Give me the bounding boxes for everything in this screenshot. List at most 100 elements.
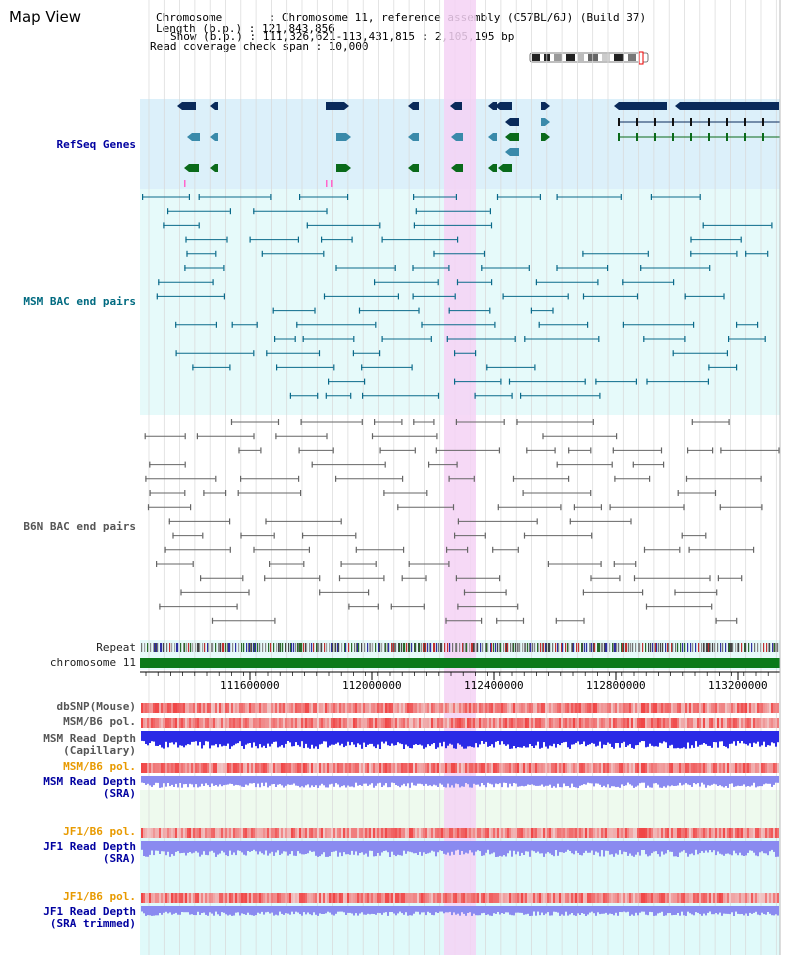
depth-bar [157, 906, 159, 916]
bac-end [448, 307, 450, 314]
repeat-element [552, 643, 554, 652]
polymorphism-cell [777, 763, 779, 773]
chromosome-bar[interactable] [140, 658, 780, 668]
polymorphism-cell [773, 893, 775, 903]
depth-bar [625, 906, 627, 913]
polymorphism-cell [377, 763, 379, 773]
depth-bar [381, 776, 383, 787]
bac-end [256, 321, 258, 328]
bac-end [584, 378, 586, 385]
polymorphism-cell [625, 828, 627, 838]
bac-end [523, 532, 526, 539]
gene-marker [331, 180, 333, 187]
depth-bar [755, 906, 757, 912]
gene-feature [510, 148, 519, 156]
depth-bar [505, 906, 507, 913]
bac-end [597, 279, 599, 286]
refseq-gene-track[interactable] [177, 102, 780, 187]
depth-bar [489, 776, 491, 784]
depth-bar [459, 731, 461, 745]
polymorphism-cell [259, 718, 261, 728]
repeat-element [662, 643, 664, 652]
repeat-element [282, 643, 284, 652]
depth-bar [599, 731, 601, 742]
polymorphism-cell [257, 718, 259, 728]
repeat-track[interactable] [141, 643, 779, 652]
depth-bar [439, 841, 441, 851]
bac-end [508, 378, 511, 385]
depth-bar [613, 841, 615, 857]
bac-end [426, 490, 428, 496]
bac-end [720, 447, 722, 454]
depth-bar [267, 906, 269, 912]
depth-bar [559, 906, 561, 916]
polymorphism-cell [141, 763, 143, 773]
depth-bar [573, 906, 575, 916]
polymorphism-cell [375, 893, 377, 903]
depth-bar [589, 731, 591, 745]
depth-bar [543, 841, 545, 857]
depth-bar [719, 776, 721, 786]
polymorphism-cell [403, 703, 405, 713]
bac-end [237, 490, 239, 496]
polymorphism-cell [341, 718, 343, 728]
bac-end [590, 575, 592, 582]
bac-end [454, 532, 456, 539]
bac-end [556, 265, 558, 271]
depth-bar [393, 776, 395, 783]
polymorphism-cell [671, 893, 673, 903]
depth-bar [275, 731, 277, 742]
polymorphism-cell [531, 763, 533, 773]
bac-end [445, 617, 447, 624]
bac-end [266, 350, 268, 357]
polymorphism-cell [681, 828, 683, 838]
repeat-element [728, 643, 730, 652]
b6n-bac-track[interactable] [144, 419, 780, 624]
repeat-element [469, 643, 471, 652]
bac-end [590, 490, 592, 496]
polymorphism-cell [289, 893, 291, 903]
depth-bar [411, 841, 413, 853]
depth-bar [683, 731, 685, 748]
depth-bar [361, 841, 363, 853]
polymorphism-cell [159, 703, 161, 713]
depth-bar [625, 841, 627, 852]
depth-bar [183, 906, 185, 913]
polymorphism-cell [195, 893, 197, 903]
depth-bar [601, 841, 603, 851]
polymorphism-cell [239, 828, 241, 838]
depth-bar [401, 841, 403, 856]
depth-bar [761, 731, 763, 746]
depth-bar [177, 841, 179, 852]
polymorphism-cell [707, 703, 709, 713]
read-depth-tracks[interactable] [141, 731, 779, 916]
repeat-element [243, 643, 245, 652]
depth-bar [603, 906, 605, 914]
repeat-element [593, 643, 595, 652]
depth-bar [383, 776, 385, 786]
polymorphism-cell [259, 763, 261, 773]
polymorphism-cell [151, 718, 153, 728]
bac-end [717, 575, 719, 582]
polymorphism-cell [739, 828, 741, 838]
polymorphism-cell [599, 718, 601, 728]
polymorphism-cell [455, 763, 457, 773]
polymorphism-cell [173, 893, 175, 903]
polymorphism-cell [195, 718, 197, 728]
bac-end [528, 265, 530, 271]
gene-feature [541, 102, 545, 110]
polymorphism-cell [679, 893, 681, 903]
depth-bar [585, 776, 587, 785]
msm-bac-track[interactable] [142, 194, 773, 399]
polymorphism-cell [759, 703, 761, 713]
polymorphism-cell [333, 763, 335, 773]
depth-bar [627, 841, 629, 856]
repeat-element [212, 643, 214, 652]
polymorphism-cell [433, 718, 435, 728]
repeat-element [527, 643, 529, 652]
polymorphism-cell [523, 718, 525, 728]
polymorphism-tracks[interactable] [141, 703, 779, 903]
polymorphism-cell [309, 718, 311, 728]
depth-bar [193, 906, 195, 915]
